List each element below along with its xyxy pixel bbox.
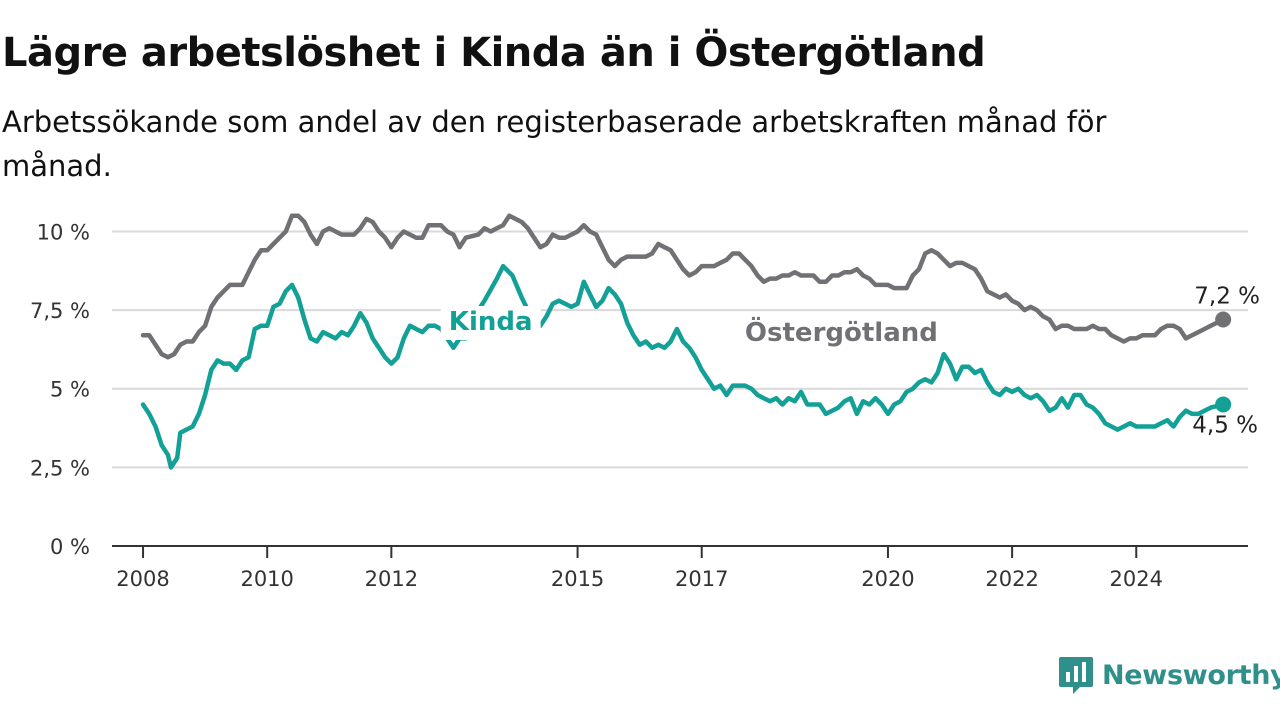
- series-label-ostergotland: Östergötland: [745, 315, 938, 348]
- x-tick-label: 2008: [116, 567, 169, 591]
- x-tick-label: 2015: [551, 567, 604, 591]
- newsworthy-bar-icon: [1059, 657, 1093, 694]
- x-tick-label: 2020: [861, 567, 914, 591]
- chart-subtitle: Arbetssökande som andel av den registerb…: [2, 105, 1107, 183]
- end-value-label-ostergotland: 7,2 %: [1194, 284, 1260, 310]
- series-labels: Östergötland Kinda 7,2 % 4,5 %: [440, 284, 1260, 438]
- series-line-kinda: [140, 263, 1226, 470]
- newsworthy-logo: Newsworthy: [1058, 655, 1280, 695]
- x-tick-label: 2012: [365, 567, 418, 591]
- series-label-kinda: Kinda: [449, 307, 533, 337]
- end-point-marker-kinda: [1215, 396, 1232, 413]
- brand-name: Newsworthy: [1102, 659, 1280, 691]
- end-value-label-kinda: 4,5 %: [1192, 412, 1258, 438]
- end-point-marker-ostergotland: [1215, 311, 1232, 328]
- y-tick-label: 10 %: [37, 220, 90, 244]
- label-halo: [440, 306, 541, 340]
- y-tick-label: 5 %: [50, 378, 90, 402]
- y-tick-label: 2,5 %: [30, 456, 90, 480]
- series-lines: [140, 213, 1232, 470]
- x-tick-label: 2022: [985, 567, 1038, 591]
- y-tick-label: 7,5 %: [30, 299, 90, 323]
- x-tick-label: 2017: [675, 567, 728, 591]
- x-tick-label: 2024: [1110, 567, 1163, 591]
- axes: 0 % 2,5 % 5 % 7,5 % 10 % 2008 2010 2012 2015 2017…: [30, 220, 1248, 591]
- x-tick-label: 2010: [240, 567, 293, 591]
- chart-title: Lägre arbetslöshet i Kinda än i Östergöt…: [2, 30, 986, 76]
- series-line-ostergotland: [140, 213, 1226, 360]
- y-tick-label: 0 %: [50, 535, 90, 559]
- label-halo: [737, 317, 946, 351]
